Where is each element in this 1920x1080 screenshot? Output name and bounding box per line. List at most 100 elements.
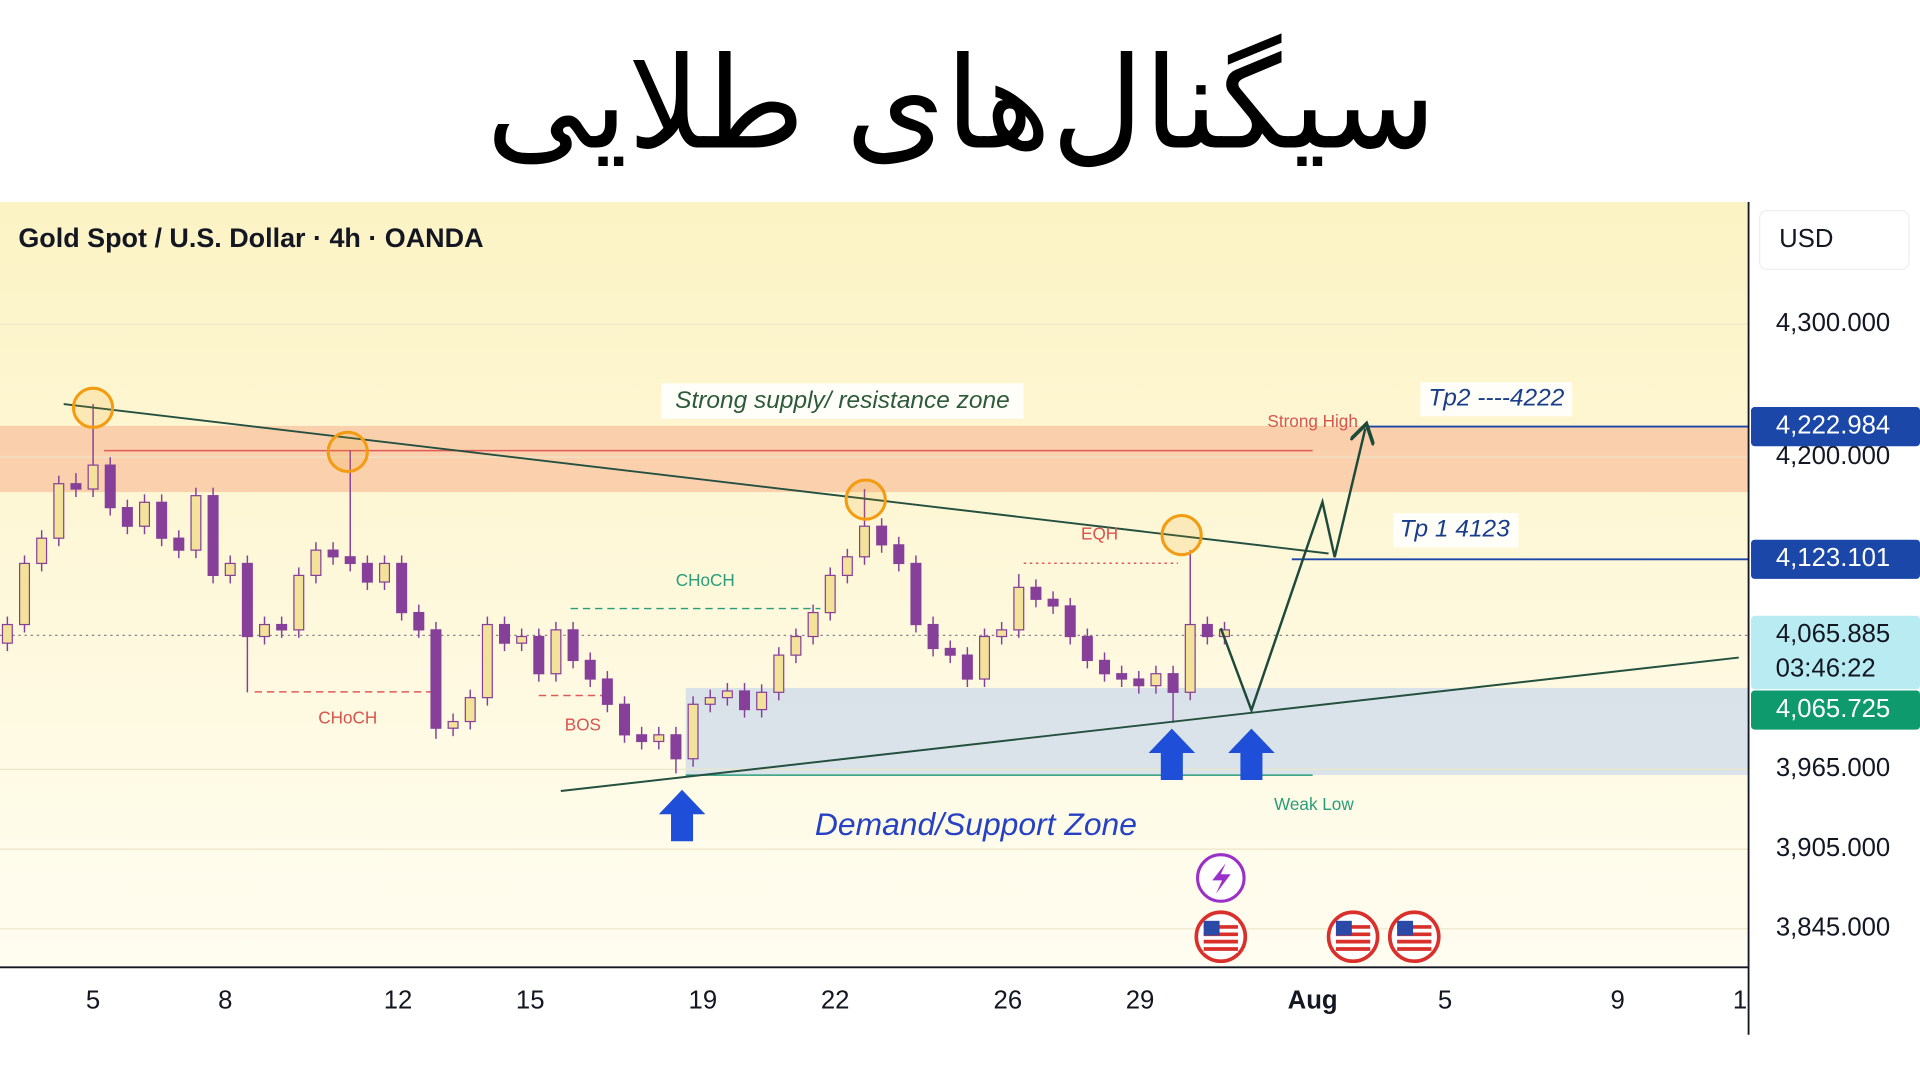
candle-body [533,635,545,675]
candle-body [944,647,956,656]
candle-body [499,623,511,644]
candle-body [1150,673,1162,687]
candle-body [344,556,356,565]
candle-body [601,678,613,705]
candle-body [516,635,528,644]
candle-body [53,483,65,539]
x-tick-label: 9 [1610,986,1624,1014]
candle-body [190,495,202,551]
candle-body [584,659,596,680]
price-label-text: 4,065.885 [1776,620,1890,648]
x-tick-label: 19 [689,986,718,1014]
label-background [1393,513,1519,548]
candle-body [396,562,408,614]
candle-body [310,549,322,577]
up-arrow [658,789,706,842]
candle-body [636,734,648,743]
annotation: Tp2 ----4222 [1428,385,1564,412]
projection-path [1219,429,1365,714]
y-tick-label: 3,905.000 [1776,834,1890,862]
candle-body [807,611,819,638]
candle-body [259,623,271,638]
trend-lines [63,403,1739,792]
price-label [1751,539,1920,579]
y-tick-label: 4,300.000 [1776,309,1890,337]
candle-body [790,635,802,656]
swing-circle [71,386,115,429]
candle-body [156,501,168,539]
candle-body [241,562,253,638]
candle-body [721,690,733,699]
candle-body [550,629,562,675]
candle-body [447,720,459,729]
candle-body [139,501,151,527]
x-tick-label: 5 [86,986,100,1014]
candle-body [1013,586,1025,631]
zone [685,687,1749,775]
candle-body [876,525,888,546]
event-icons [1194,853,1441,964]
price-axis-background [1748,202,1920,968]
up-arrow [1148,728,1196,780]
candle-body [1184,623,1196,693]
countdown: 03:46:22 [1776,654,1876,682]
annotation: BOS [565,715,601,735]
candle-body [1081,635,1093,662]
label-background [1420,382,1573,417]
flag-icon [1194,910,1248,964]
x-tick-label: 1 [1733,986,1747,1014]
candle-body [773,654,785,693]
candle-body [36,537,48,565]
candle-body [207,495,219,577]
annotation: EQH [1081,524,1118,544]
candle-body [224,562,236,577]
candle-body [1,623,13,644]
currency: USD [1779,225,1833,253]
candle-body [87,464,99,490]
candle-body [104,464,116,509]
candle-body [567,629,579,662]
swing-circle [326,430,369,473]
page-title: سیگنال‌های طلایی [486,30,1436,178]
candle-body [293,574,305,631]
annotation: CHoCH [318,707,377,727]
candle-body [70,483,82,490]
annotation: CHoCH [676,570,735,590]
swing-circle [844,478,887,521]
drawings [104,449,1313,776]
currency-button[interactable] [1758,210,1910,270]
candle-body [173,537,185,551]
candle-body [327,549,339,558]
price-label-text: 4,065.725 [1776,695,1890,723]
price-label-text: 4,123.101 [1776,544,1890,572]
candle-body [481,623,493,699]
candle-body [979,635,991,680]
candle-body [619,703,631,736]
swing-markers [71,386,1203,557]
price-label [1751,407,1920,447]
candle-body [1099,659,1111,675]
candle-body [361,562,373,583]
up-arrows [658,728,1275,842]
x-tick-label: 12 [384,986,413,1014]
plot-background [0,202,1749,968]
price-label [1751,615,1920,690]
y-tick-label: 3,845.000 [1776,914,1890,942]
candle-body [893,544,905,565]
candle-body [276,623,288,631]
candle-body [19,562,31,626]
lightning [1212,863,1231,894]
candle-body [1047,598,1059,607]
flag-icon [1326,910,1380,964]
price-label-text: 4,222.984 [1776,411,1890,439]
candle-body [1030,586,1042,600]
candle-body [1133,678,1145,687]
annotation: Strong High [1267,411,1357,431]
x-tick-label: 15 [516,986,545,1014]
candle-body [379,562,391,583]
candle-body [739,690,751,711]
candle-body [704,697,716,705]
annotation: Weak Low [1274,794,1354,814]
label-background [661,383,1024,419]
annotation: Demand/Support Zone [815,806,1137,842]
